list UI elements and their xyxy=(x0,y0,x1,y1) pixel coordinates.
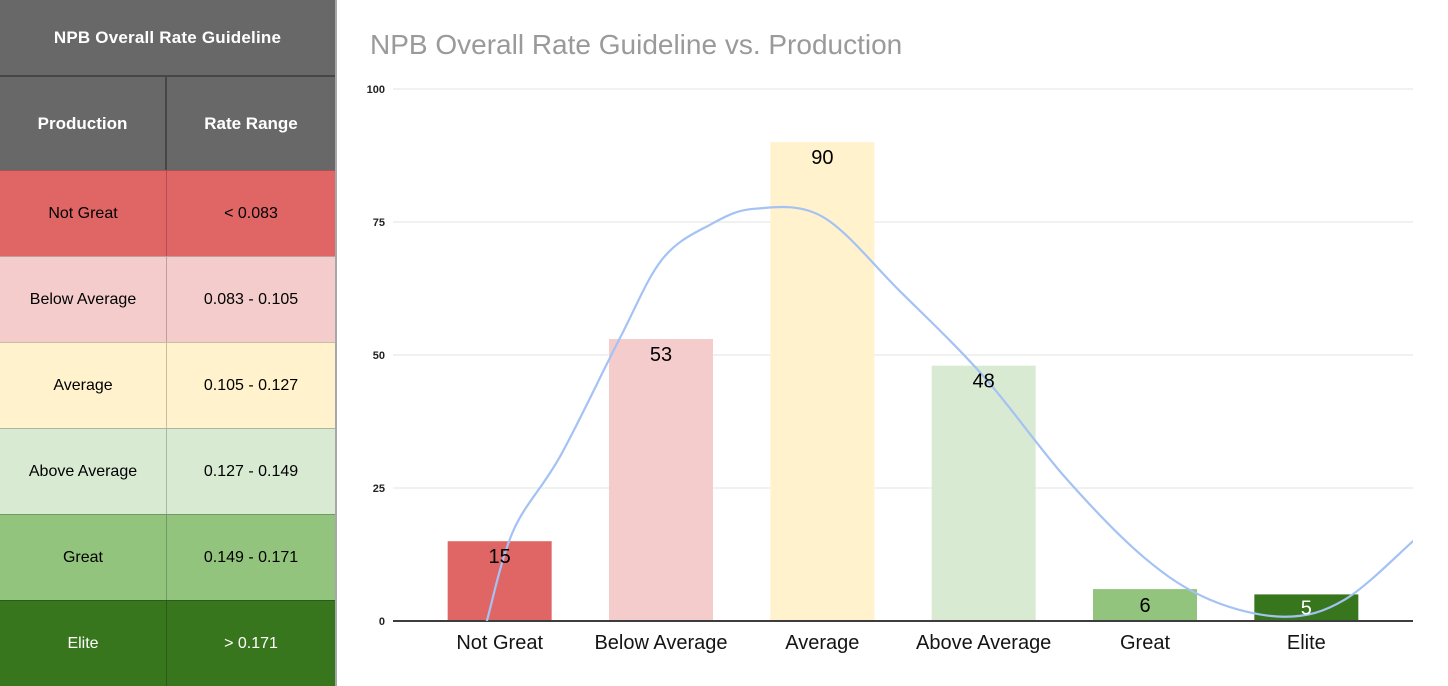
rate-range-cell: 0.105 - 0.127 xyxy=(203,376,299,394)
table-body: Not Great < 0.083 Below Average 0.083 - … xyxy=(0,170,335,686)
value-label: 5 xyxy=(1301,598,1312,620)
rate-range-cell: 0.127 - 0.149 xyxy=(203,462,299,480)
production-cell: Great xyxy=(0,515,167,600)
value-label: 90 xyxy=(811,147,833,169)
bar-below-average[interactable] xyxy=(609,339,713,621)
trend-curve xyxy=(485,205,1413,621)
column-header-production: Production xyxy=(0,77,167,170)
table-row-average: Average 0.105 - 0.127 xyxy=(0,342,335,428)
value-label: 53 xyxy=(650,344,672,366)
category-label-not-great: Not Great xyxy=(456,632,543,654)
table-row-below-average: Below Average 0.083 - 0.105 xyxy=(0,256,335,342)
y-tick-label: 75 xyxy=(373,217,385,229)
y-tick-label: 25 xyxy=(373,483,385,495)
table-row-elite: Elite > 0.171 xyxy=(0,600,335,686)
y-tick-label: 100 xyxy=(367,84,385,96)
chart-panel: NPB Overall Rate Guideline vs. Productio… xyxy=(337,0,1448,686)
category-label-great: Great xyxy=(1120,632,1170,654)
production-cell: Elite xyxy=(0,601,167,686)
table-header-row: Production Rate Range xyxy=(0,77,335,170)
bar-above-average[interactable] xyxy=(931,365,1036,621)
production-cell: Average xyxy=(0,343,167,428)
bar-average[interactable] xyxy=(770,142,875,621)
table-row-above-average: Above Average 0.127 - 0.149 xyxy=(0,428,335,514)
category-label-average: Average xyxy=(785,632,859,654)
y-tick-label: 50 xyxy=(373,350,385,362)
value-label: 15 xyxy=(489,546,511,568)
column-header-rate-range: Rate Range xyxy=(204,113,298,133)
rate-guideline-table: NPB Overall Rate Guideline Production Ra… xyxy=(0,0,337,686)
y-tick-label: 0 xyxy=(379,616,385,628)
bar-not-great[interactable] xyxy=(447,541,552,621)
table-title: NPB Overall Rate Guideline xyxy=(0,0,335,77)
bar-great[interactable] xyxy=(1093,589,1197,621)
category-label-above-average: Above Average xyxy=(916,632,1051,654)
rate-range-cell: 0.149 - 0.171 xyxy=(203,548,299,566)
value-label: 48 xyxy=(973,371,995,393)
category-label-elite: Elite xyxy=(1287,632,1326,654)
table-row-not-great: Not Great < 0.083 xyxy=(0,170,335,256)
rate-range-cell: > 0.171 xyxy=(224,634,278,652)
table-row-great: Great 0.149 - 0.171 xyxy=(0,514,335,600)
rate-range-cell: 0.083 - 0.105 xyxy=(203,290,299,308)
production-cell: Above Average xyxy=(0,429,167,514)
category-label-below-average: Below Average xyxy=(594,632,727,654)
value-label: 6 xyxy=(1139,595,1150,617)
rate-range-cell: < 0.083 xyxy=(224,204,278,222)
production-cell: Not Great xyxy=(0,171,167,256)
production-cell: Below Average xyxy=(0,257,167,342)
chart-title: NPB Overall Rate Guideline vs. Productio… xyxy=(370,29,903,60)
